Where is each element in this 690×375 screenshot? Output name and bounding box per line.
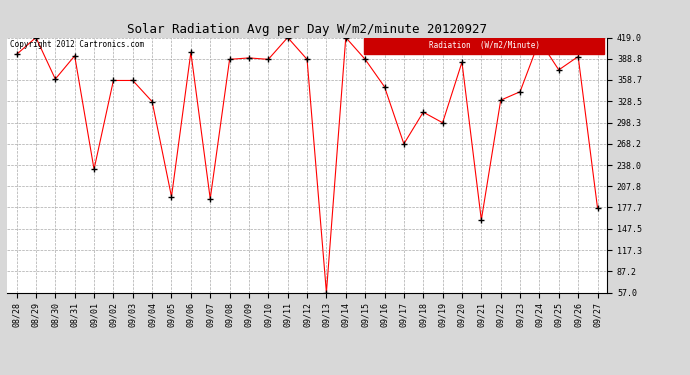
Text: Copyright 2012 Cartronics.com: Copyright 2012 Cartronics.com [10, 40, 144, 49]
Text: Radiation  (W/m2/Minute): Radiation (W/m2/Minute) [428, 41, 540, 50]
Title: Solar Radiation Avg per Day W/m2/minute 20120927: Solar Radiation Avg per Day W/m2/minute … [127, 23, 487, 36]
FancyBboxPatch shape [364, 38, 604, 54]
